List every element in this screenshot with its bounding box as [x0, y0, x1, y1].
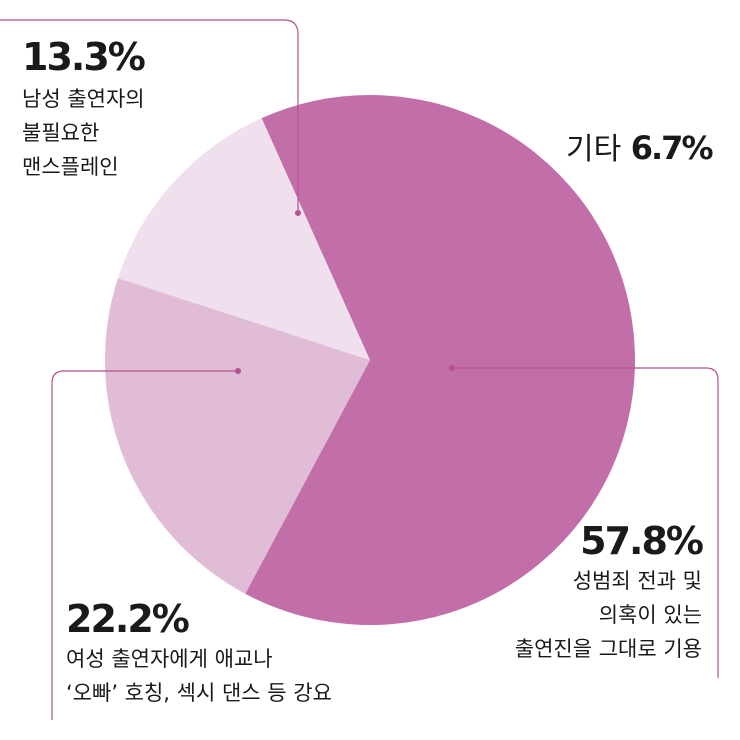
desc-label-other: 기타: [566, 132, 622, 167]
desc-label-57-8: 성범죄 전과 및 의혹이 있는 출연진을 그대로 기용: [514, 569, 702, 661]
value-label-22-2: 22.2%: [66, 597, 190, 641]
label-13-3: 13.3% 남성 출연자의 불필요한 맨스플레인: [22, 38, 282, 184]
slice-13-3: [117, 118, 370, 361]
label-22-2: 22.2% 여성 출연자에게 애교나 ‘오빠’ 호칭, 섹시 댄스 등 강요: [66, 600, 426, 710]
value-label-57-8: 57.8%: [580, 519, 704, 563]
leader-line-57-8-dot: [449, 365, 455, 371]
slice-57-8: [245, 95, 635, 625]
label-other: 기타 6.7%: [566, 129, 714, 167]
slice-other: [261, 95, 370, 360]
leader-line-22-2-dot: [235, 368, 241, 374]
value-label-6-7: 6.7%: [630, 129, 714, 167]
leader-line-22-2: [51, 370, 238, 720]
leader-line-13-3: [0, 19, 299, 213]
desc-label-13-3: 남성 출연자의 불필요한 맨스플레인: [22, 87, 145, 179]
slice-22-2: [104, 278, 371, 594]
value-label-13-3: 13.3%: [22, 35, 146, 79]
label-57-8: 57.8% 성범죄 전과 및 의혹이 있는 출연진을 그대로 기용: [382, 519, 704, 666]
leader-line-13-3-dot: [295, 210, 301, 216]
desc-label-22-2: 여성 출연자에게 애교나 ‘오빠’ 호칭, 섹시 댄스 등 강요: [66, 647, 332, 705]
leader-line-57-8: [452, 367, 719, 678]
